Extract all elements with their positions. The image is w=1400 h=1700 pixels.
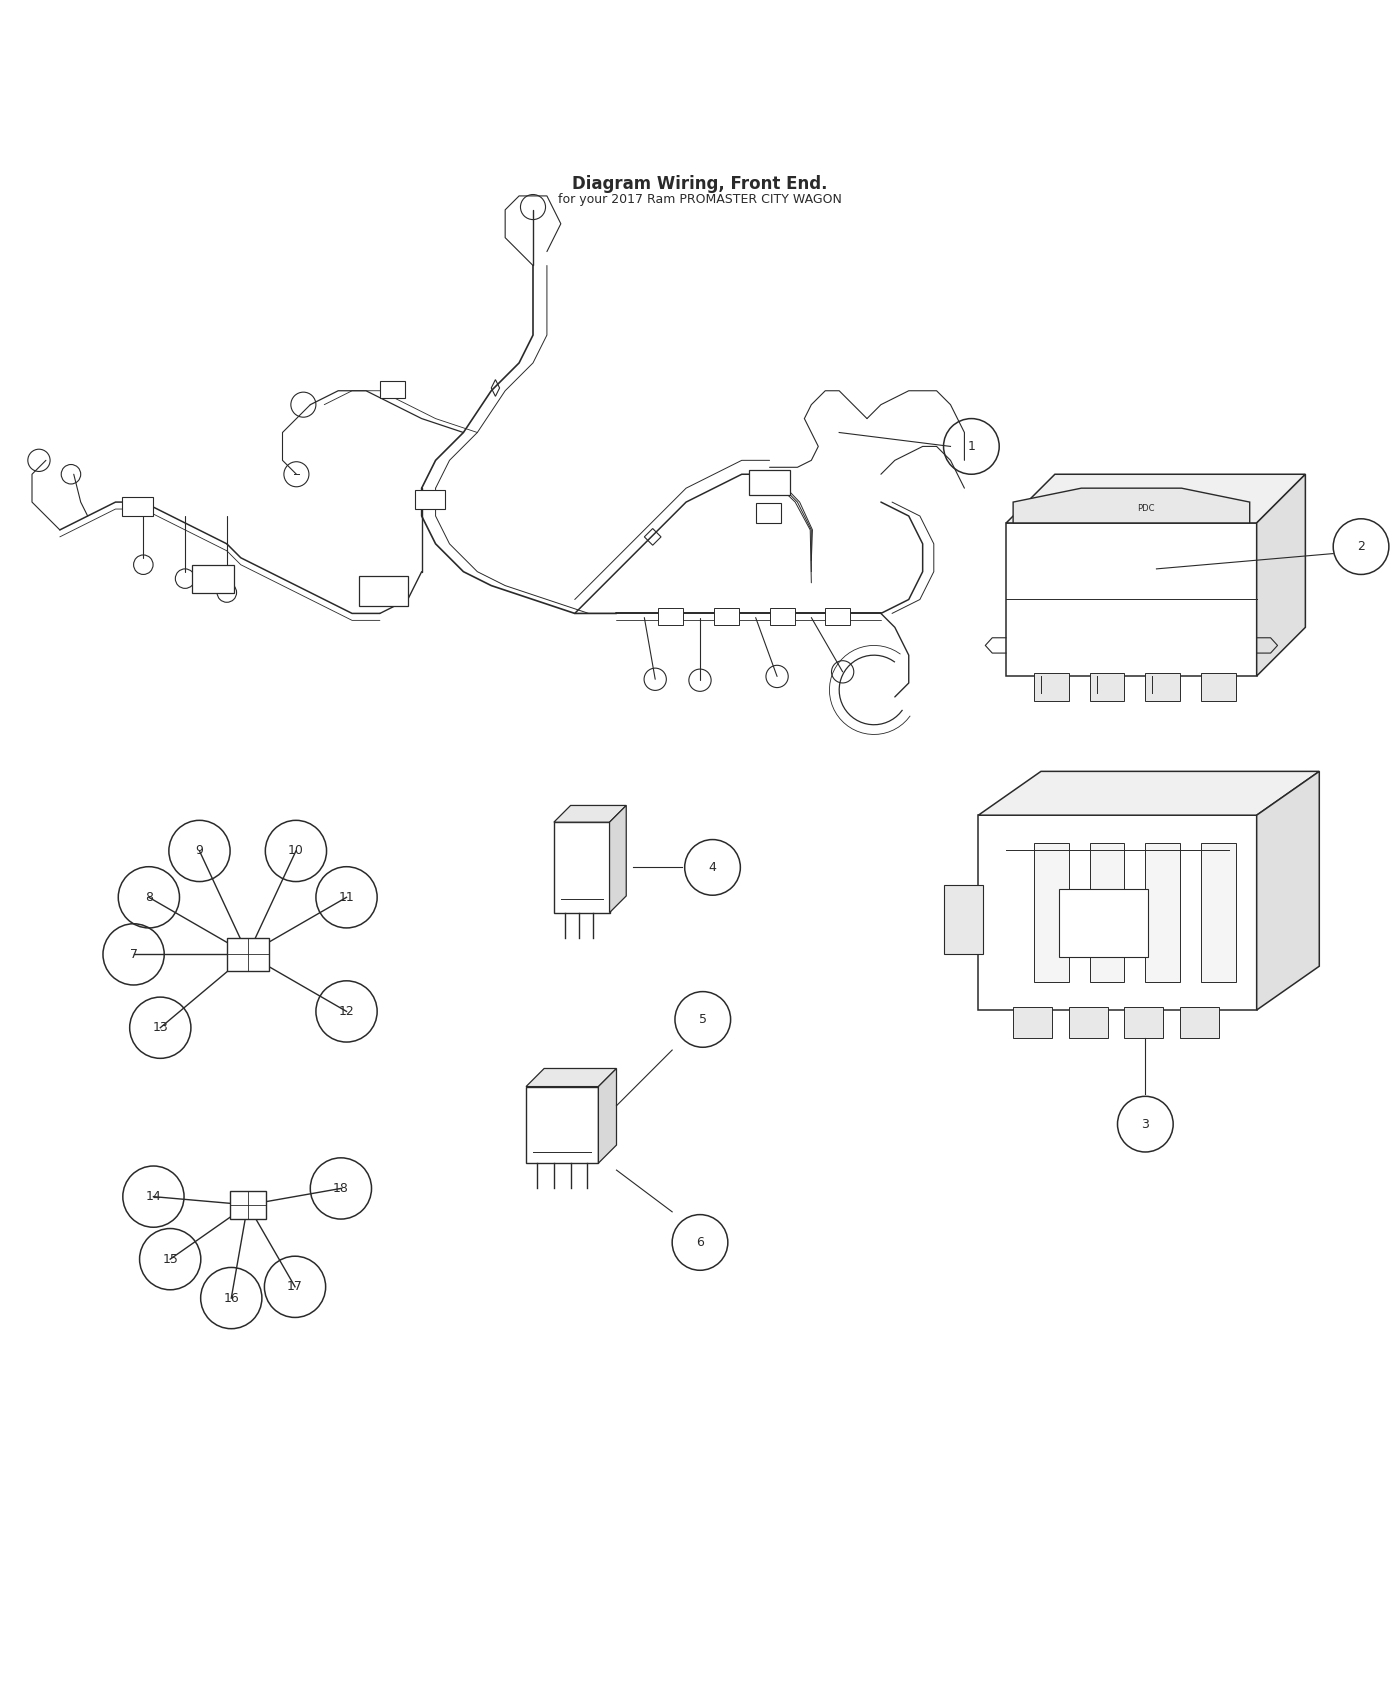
Bar [714,609,739,624]
Bar [1124,1008,1163,1039]
Bar [770,609,795,624]
Text: 6: 6 [696,1236,704,1249]
Bar [554,823,609,913]
Polygon shape [598,1069,616,1163]
Text: 2: 2 [1357,541,1365,552]
Polygon shape [609,806,626,913]
Bar [825,609,850,624]
Text: 14: 14 [146,1190,161,1204]
Bar [192,564,234,593]
Bar [414,490,445,508]
Text: 7: 7 [130,949,137,960]
Text: 3: 3 [1141,1117,1149,1130]
Text: for your 2017 Ram PROMASTER CITY WAGON: for your 2017 Ram PROMASTER CITY WAGON [559,194,841,206]
Bar [749,471,791,495]
Bar [1014,1008,1051,1039]
Text: PDC: PDC [1137,503,1155,513]
Text: 16: 16 [224,1292,239,1304]
Bar [1035,843,1068,983]
Text: 10: 10 [288,845,304,857]
Bar [1089,843,1124,983]
Bar [756,503,781,524]
Bar [227,938,269,971]
Text: 11: 11 [339,891,354,904]
Bar [1035,673,1068,700]
Text: 9: 9 [196,845,203,857]
Bar [1068,1008,1107,1039]
Bar [1201,673,1236,700]
FancyBboxPatch shape [1058,889,1148,957]
Bar [944,884,983,954]
Text: 18: 18 [333,1182,349,1195]
Bar [1145,843,1180,983]
Bar [658,609,683,624]
Polygon shape [554,806,626,823]
Polygon shape [1257,474,1305,677]
Text: 15: 15 [162,1253,178,1266]
FancyBboxPatch shape [1007,524,1257,677]
Bar [1145,673,1180,700]
Bar [379,381,405,398]
Text: 12: 12 [339,1005,354,1018]
Text: Diagram Wiring, Front End.: Diagram Wiring, Front End. [573,175,827,194]
Polygon shape [979,772,1319,816]
Text: 1: 1 [967,440,976,452]
Text: 8: 8 [144,891,153,904]
Bar [1201,843,1236,983]
Polygon shape [1257,772,1319,1010]
Bar [358,576,407,607]
Text: 17: 17 [287,1280,302,1294]
Polygon shape [1007,474,1305,524]
FancyBboxPatch shape [979,816,1257,1010]
Text: 5: 5 [699,1013,707,1025]
Polygon shape [526,1069,616,1086]
Text: 13: 13 [153,1022,168,1034]
Bar [1180,1008,1219,1039]
Bar [230,1192,266,1219]
Text: 4: 4 [708,860,717,874]
Bar [526,1086,598,1163]
Bar [1089,673,1124,700]
Bar [122,496,153,517]
Polygon shape [1014,488,1250,524]
